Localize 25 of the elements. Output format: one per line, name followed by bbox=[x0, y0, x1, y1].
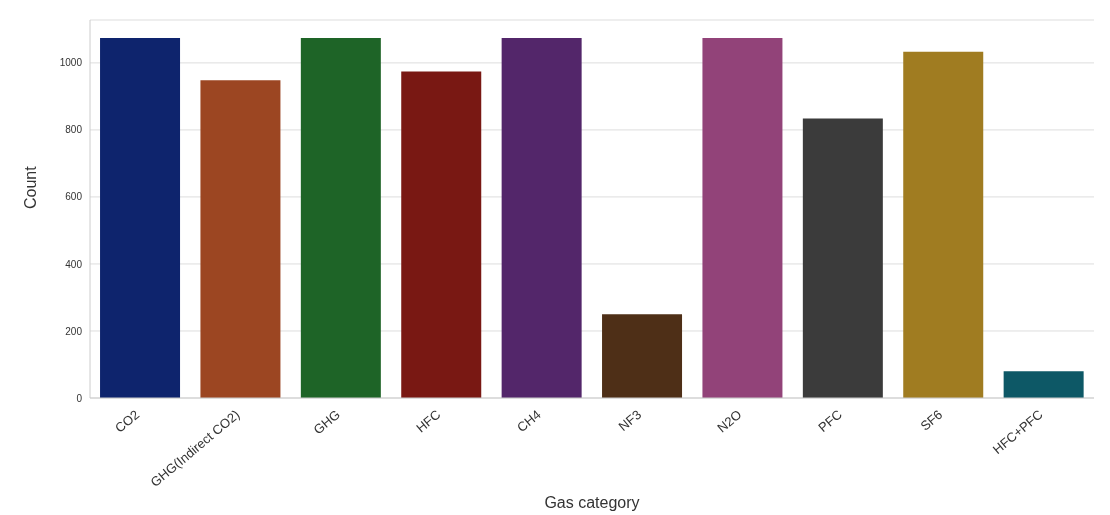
y-tick-label: 1000 bbox=[59, 57, 83, 69]
y-axis-title: Count bbox=[21, 165, 39, 209]
y-tick-label: 400 bbox=[65, 258, 83, 270]
y-tick-label: 600 bbox=[65, 191, 83, 203]
bar bbox=[802, 118, 883, 398]
bar bbox=[1003, 371, 1084, 398]
x-tick-label: CH4 bbox=[514, 406, 544, 436]
x-tick-label: PFC bbox=[815, 406, 845, 436]
bar bbox=[200, 80, 281, 398]
bar bbox=[300, 38, 381, 398]
x-axis-title: Gas category bbox=[544, 494, 640, 511]
x-tick-label: N2O bbox=[714, 406, 745, 436]
bar bbox=[702, 38, 783, 398]
x-tick-label: SF6 bbox=[917, 406, 946, 434]
y-tick-label: 200 bbox=[65, 325, 83, 337]
bar bbox=[100, 38, 181, 398]
x-tick-label: GHG bbox=[310, 406, 343, 438]
bar bbox=[903, 51, 984, 398]
bar bbox=[501, 38, 582, 398]
bar bbox=[602, 314, 683, 398]
x-tick-label: NF3 bbox=[615, 406, 645, 435]
y-tick-label: 0 bbox=[76, 392, 83, 404]
x-tick-label: CO2 bbox=[112, 406, 143, 436]
y-tick-label: 800 bbox=[65, 124, 83, 136]
bar bbox=[401, 71, 482, 398]
